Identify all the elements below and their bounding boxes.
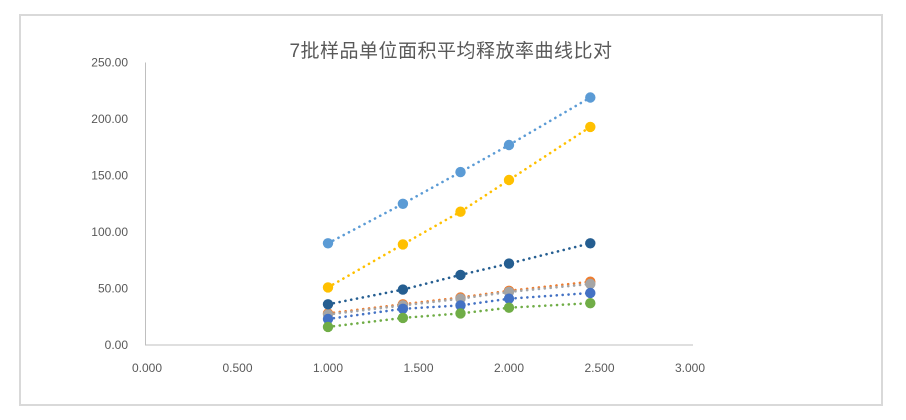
y-tick-label: 200.00 [91, 112, 128, 126]
y-tick-label: 250.00 [91, 56, 128, 70]
x-tick-label: 0.000 [132, 361, 162, 375]
point-light-blue-series-5[interactable] [585, 92, 596, 103]
x-tick-label: 1.500 [403, 361, 433, 375]
point-gold-series-1[interactable] [322, 282, 334, 293]
point-dark-navy-series-2[interactable] [397, 284, 409, 295]
x-tick-label: 0.500 [222, 361, 252, 375]
point-royal-blue-series-2[interactable] [397, 303, 409, 314]
point-gray-series-5[interactable] [585, 278, 596, 290]
chart-frame[interactable] [19, 14, 883, 406]
y-tick-label: 0.00 [105, 338, 129, 352]
point-light-blue-series-2[interactable] [397, 198, 409, 209]
point-gold-series-2[interactable] [397, 239, 409, 250]
point-light-blue-series-1[interactable] [322, 238, 334, 249]
point-green-series-4[interactable] [503, 302, 515, 313]
y-tick-label: 100.00 [91, 225, 128, 239]
point-light-blue-series-3[interactable] [455, 166, 466, 178]
point-royal-blue-series-5[interactable] [585, 287, 596, 299]
x-tick-label: 2.000 [494, 361, 524, 375]
line-light-blue-series[interactable] [326, 96, 592, 245]
chart-title: 7批样品单位面积平均释放率曲线比对 [289, 41, 613, 62]
point-green-series-5[interactable] [585, 298, 596, 309]
point-green-series-3[interactable] [455, 308, 466, 319]
point-royal-blue-series-1[interactable] [322, 313, 334, 325]
point-dark-navy-series-1[interactable] [322, 299, 334, 310]
point-gold-series-5[interactable] [585, 121, 596, 133]
point-green-series-1[interactable] [322, 321, 334, 333]
y-tick-label: 150.00 [91, 169, 128, 183]
x-tick-label: 2.500 [584, 361, 614, 375]
point-dark-navy-series-4[interactable] [503, 258, 515, 269]
point-gold-series-3[interactable] [455, 206, 466, 217]
point-royal-blue-series-4[interactable] [503, 293, 515, 304]
x-tick-label: 1.000 [313, 361, 343, 375]
point-green-series-2[interactable] [397, 312, 409, 324]
y-tick-label: 50.00 [98, 282, 128, 296]
point-gold-series-4[interactable] [503, 174, 515, 186]
point-royal-blue-series-3[interactable] [455, 300, 466, 311]
point-light-blue-series-4[interactable] [503, 139, 515, 151]
x-tick-label: 3.000 [675, 361, 705, 375]
point-dark-navy-series-3[interactable] [455, 269, 466, 281]
point-dark-navy-series-5[interactable] [585, 238, 596, 249]
